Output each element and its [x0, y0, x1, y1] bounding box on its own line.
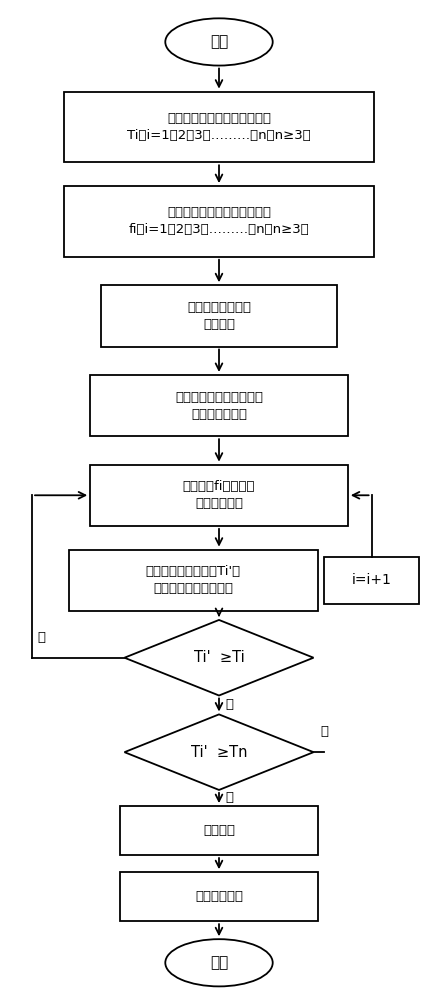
Text: 在频率为fi的电流下
进行感应加热: 在频率为fi的电流下 进行感应加热	[183, 480, 255, 510]
Text: 否: 否	[320, 725, 328, 738]
Text: 是: 是	[226, 698, 233, 711]
Bar	[90, 375, 348, 436]
Text: 将待加热套管放到
支撑辊上: 将待加热套管放到 支撑辊上	[187, 301, 251, 331]
Text: 是: 是	[226, 791, 233, 804]
Text: 结束: 结束	[210, 955, 228, 970]
Bar	[120, 872, 318, 921]
Bar	[324, 557, 419, 604]
Text: 实时监测外表面温度Ti'，
并将结果传输至计算机: 实时监测外表面温度Ti'， 并将结果传输至计算机	[146, 565, 241, 595]
Text: 否: 否	[37, 631, 45, 644]
Bar	[64, 92, 374, 162]
Ellipse shape	[165, 939, 273, 986]
Ellipse shape	[165, 18, 273, 66]
Polygon shape	[124, 714, 314, 790]
Bar	[90, 465, 348, 526]
Text: 在计算机内输入所需温度参数
Ti（i=1，2，3，………，n；n≥3）: 在计算机内输入所需温度参数 Ti（i=1，2，3，………，n；n≥3）	[127, 112, 311, 142]
Text: 在计算机内输入所需电流频率
fi（i=1，2，3，………，n；n≥3）: 在计算机内输入所需电流频率 fi（i=1，2，3，………，n；n≥3）	[129, 206, 309, 236]
Text: 旋转卡盘装置到达初始位
置，将内管卡住: 旋转卡盘装置到达初始位 置，将内管卡住	[175, 391, 263, 421]
Text: Ti'  ≥Tn: Ti' ≥Tn	[191, 745, 247, 760]
Text: i=i+1: i=i+1	[352, 573, 392, 587]
Bar	[69, 550, 318, 611]
Text: 将内外管分开: 将内外管分开	[195, 890, 243, 903]
Bar	[64, 186, 374, 257]
Text: 停止加热: 停止加热	[203, 824, 235, 837]
Bar	[101, 285, 337, 347]
Polygon shape	[124, 620, 314, 696]
Text: Ti'  ≥Ti: Ti' ≥Ti	[194, 650, 244, 665]
Bar	[120, 806, 318, 855]
Text: 开始: 开始	[210, 34, 228, 49]
